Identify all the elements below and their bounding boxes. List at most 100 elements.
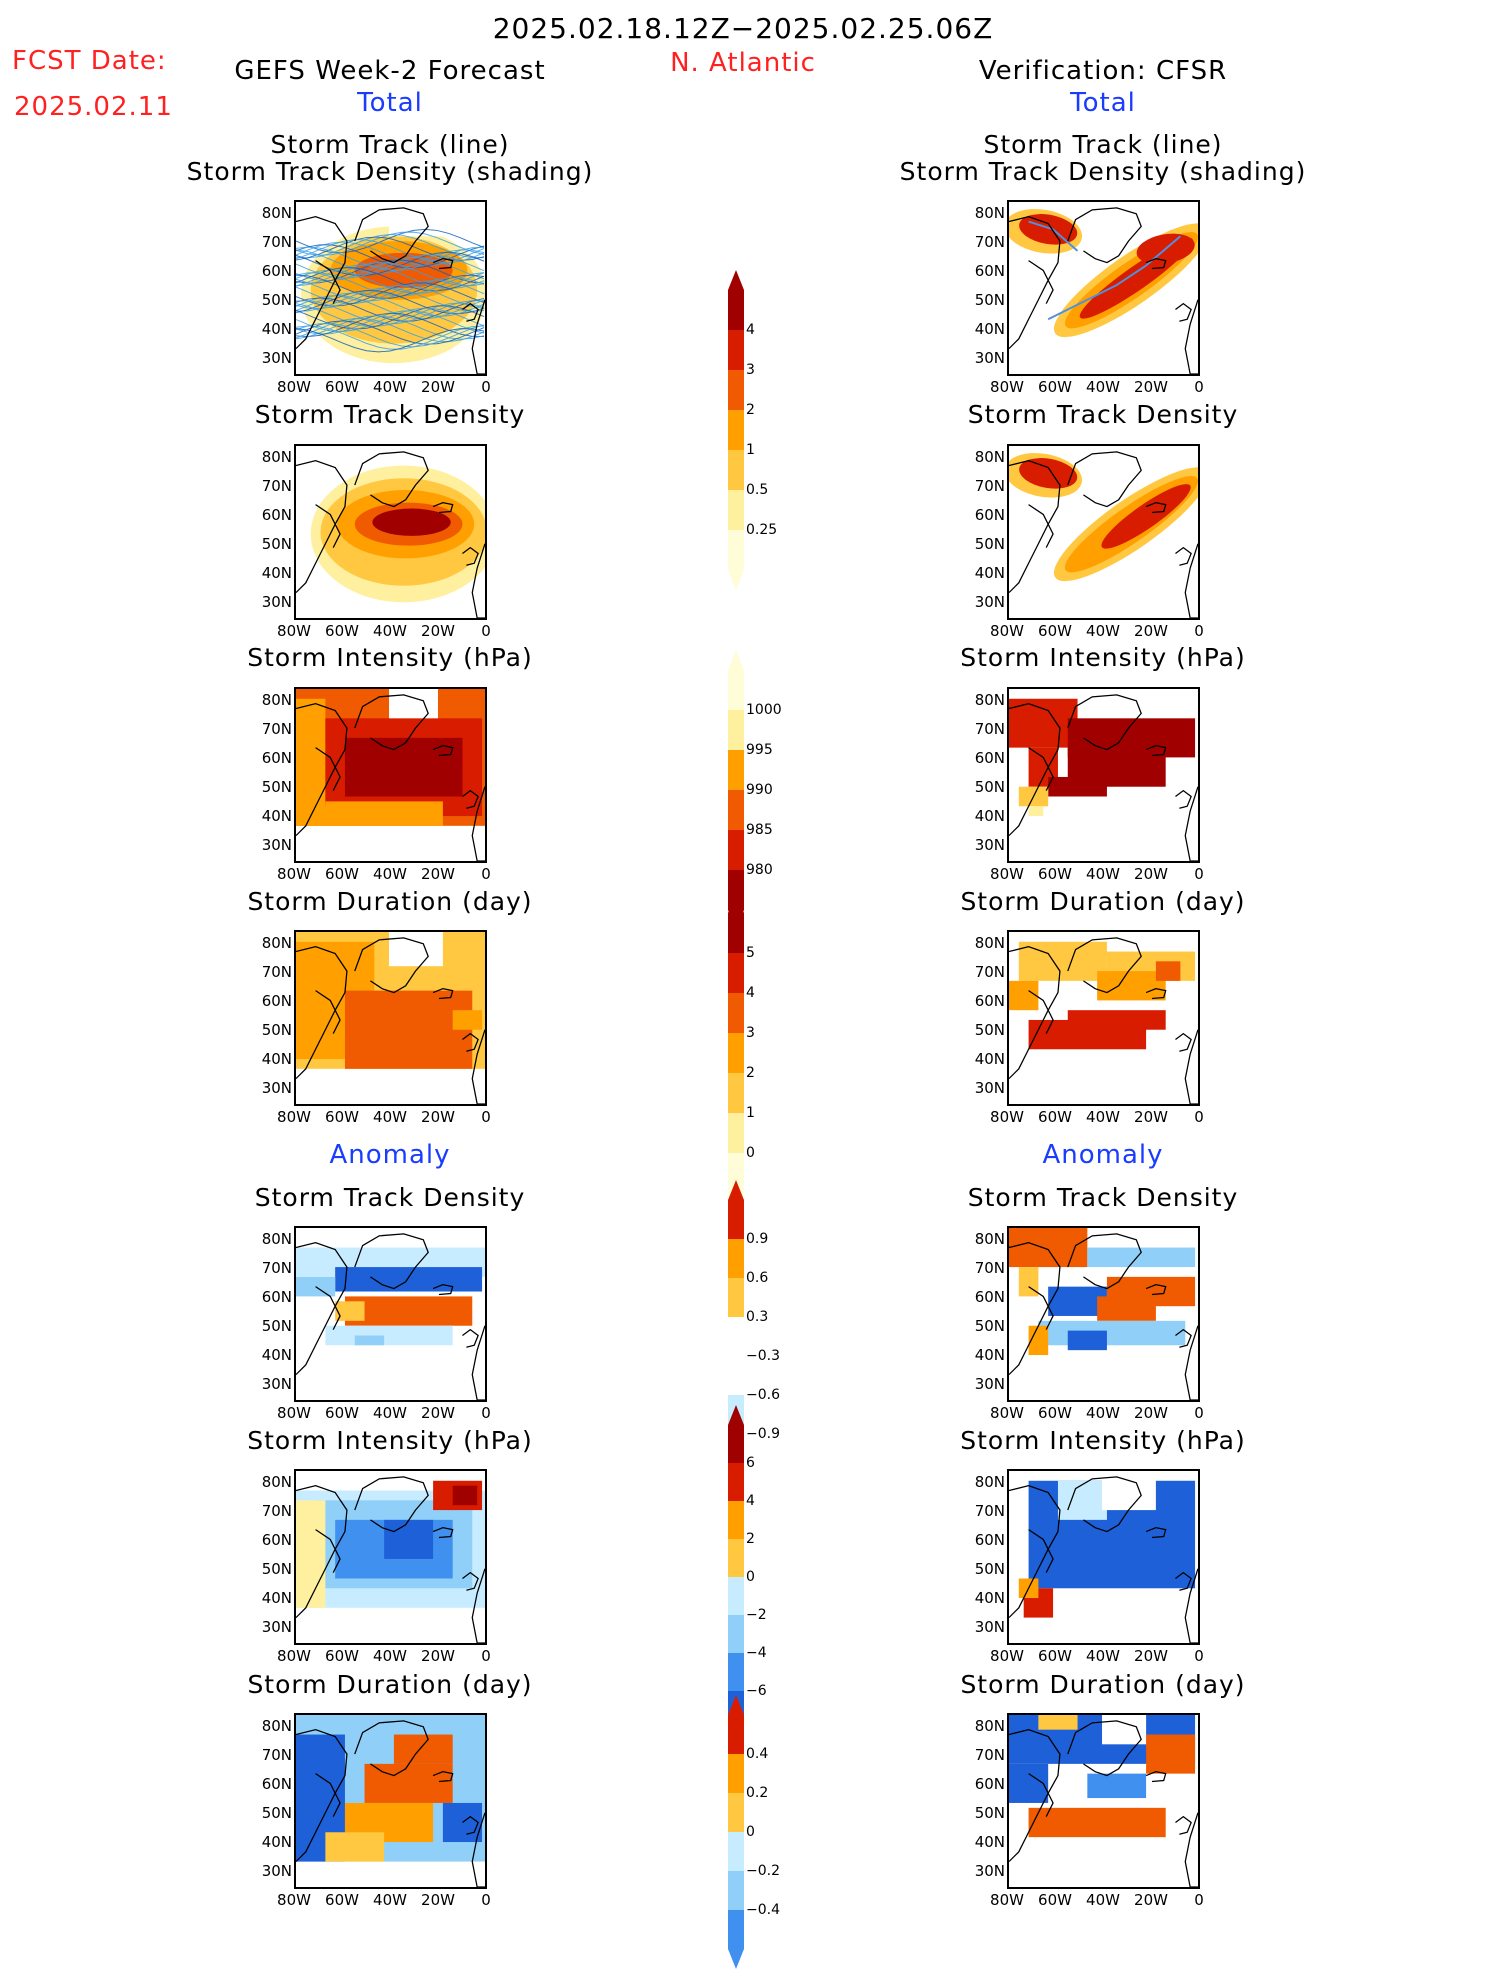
coastline (296, 1241, 348, 1376)
lon-tick-label: 80W (277, 865, 311, 883)
lon-tick-label: 40W (373, 378, 407, 396)
grid-cell (1009, 1228, 1088, 1268)
coastline (1175, 1815, 1192, 1835)
ensemble-track-line (296, 261, 485, 287)
grid-cell (1028, 1325, 1049, 1356)
coastline (432, 502, 454, 514)
lon-tick-label: 20W (1134, 1647, 1168, 1665)
coastline (1145, 988, 1167, 1000)
lon-tick-label: 40W (1086, 622, 1120, 640)
lon-tick-label: 80W (990, 622, 1024, 640)
coastline (1145, 258, 1167, 270)
colorbar-segment (728, 290, 744, 330)
lon-tick-label: 20W (1134, 865, 1168, 883)
lon-tick-label: 80W (990, 1404, 1024, 1422)
observed-track-line (1028, 220, 1079, 252)
grid-cell (1009, 1763, 1049, 1803)
lon-tick-label: 80W (990, 1891, 1024, 1909)
coastline (462, 1815, 479, 1835)
blank-region (389, 932, 443, 967)
lat-tick-label: 80N (261, 448, 292, 466)
colorbar-segment (728, 790, 744, 830)
fcst-date: 2025.02.11 (14, 92, 173, 122)
title-track-line-left: Storm Track (line) (270, 130, 510, 159)
colorbar-segment (728, 1577, 744, 1615)
coastline (315, 260, 341, 304)
coastline (1184, 1812, 1198, 1887)
lat-tick-label: 60N (261, 749, 292, 767)
lon-tick-label: 80W (990, 865, 1024, 883)
lat-tick-label: 40N (974, 564, 1005, 582)
lat-tick-label: 60N (974, 1531, 1005, 1549)
colorbar-tick-label: 0 (746, 1145, 755, 1161)
map-panel-duration-anom-right (1007, 1713, 1200, 1889)
grid-cell (1038, 1715, 1078, 1730)
coastline (432, 1284, 454, 1296)
lon-tick-label: 40W (373, 1108, 407, 1126)
grid-cell (1097, 1296, 1156, 1321)
title-duration-anom-right: Storm Duration (day) (960, 1670, 1246, 1699)
lat-tick-label: 40N (261, 1346, 292, 1364)
coastline (471, 1568, 485, 1643)
coastline (1175, 1328, 1192, 1348)
lat-tick-label: 30N (974, 349, 1005, 367)
lat-tick-label: 70N (974, 963, 1005, 981)
lat-tick-label: 30N (974, 593, 1005, 611)
colorbar-arrow (728, 1180, 744, 1200)
grid-cell (393, 1734, 453, 1764)
lat-tick-label: 50N (974, 1804, 1005, 1822)
map-panel-density-anom-left (294, 1226, 487, 1402)
title-track-shading-left: Storm Track Density (shading) (186, 157, 594, 186)
colorbar-tick-label: −6 (746, 1683, 767, 1699)
title-intensity-left: Storm Intensity (hPa) (247, 643, 533, 672)
ensemble-track-line (296, 302, 485, 327)
colorbar-segment (728, 1200, 744, 1239)
colorbar-arrow (728, 893, 744, 913)
lon-tick-label: 80W (277, 1108, 311, 1126)
grid-cell (1009, 980, 1039, 1011)
colorbar-segment (728, 530, 744, 570)
colorbar-intensity_total (728, 650, 744, 930)
coastline (1175, 1032, 1192, 1052)
blank-region (389, 202, 443, 237)
map-panel-intensity-anom-right (1007, 1469, 1200, 1645)
colorbar-tick-label: 1000 (746, 702, 782, 718)
grid-cell (1057, 1480, 1107, 1520)
colorbar-density_total (728, 270, 744, 590)
lat-tick-label: 70N (974, 1502, 1005, 1520)
lon-tick-label: 60W (325, 1404, 359, 1422)
colorbar-tick-label: 990 (746, 782, 773, 798)
lat-tick-label: 40N (974, 1346, 1005, 1364)
lon-tick-label: 0 (481, 865, 491, 883)
lon-tick-label: 60W (325, 1108, 359, 1126)
coastline (462, 1032, 479, 1052)
coastline (462, 789, 479, 809)
lon-tick-label: 20W (421, 865, 455, 883)
right-total-label: Total (1070, 88, 1136, 118)
lat-tick-label: 30N (974, 1375, 1005, 1393)
title-intensity-anom-left: Storm Intensity (hPa) (247, 1426, 533, 1455)
lon-tick-label: 0 (1194, 865, 1204, 883)
colorbar-arrow (728, 650, 744, 670)
coastline (462, 1571, 479, 1591)
ensemble-track-line (296, 315, 485, 340)
coastline (471, 543, 485, 618)
colorbar-tick-label: −0.6 (746, 1387, 780, 1403)
ensemble-track-line (296, 297, 485, 322)
coastline (1028, 504, 1054, 548)
lon-tick-label: 20W (1134, 622, 1168, 640)
ensemble-track-line (296, 244, 485, 269)
lat-tick-label: 40N (974, 1833, 1005, 1851)
ensemble-track-line (296, 328, 485, 353)
lon-tick-label: 60W (1038, 865, 1072, 883)
grid-cell (1087, 1773, 1147, 1799)
colorbar-tick-label: 2 (746, 1531, 755, 1547)
colorbar-tick-label: 4 (746, 322, 755, 338)
title-density-left: Storm Track Density (254, 400, 526, 429)
coastline (354, 1476, 429, 1533)
colorbar-segment (728, 490, 744, 530)
map-panel-density-left (294, 444, 487, 620)
shaded-region (372, 508, 451, 536)
coastline (1145, 1771, 1167, 1783)
lat-tick-label: 50N (974, 1021, 1005, 1039)
